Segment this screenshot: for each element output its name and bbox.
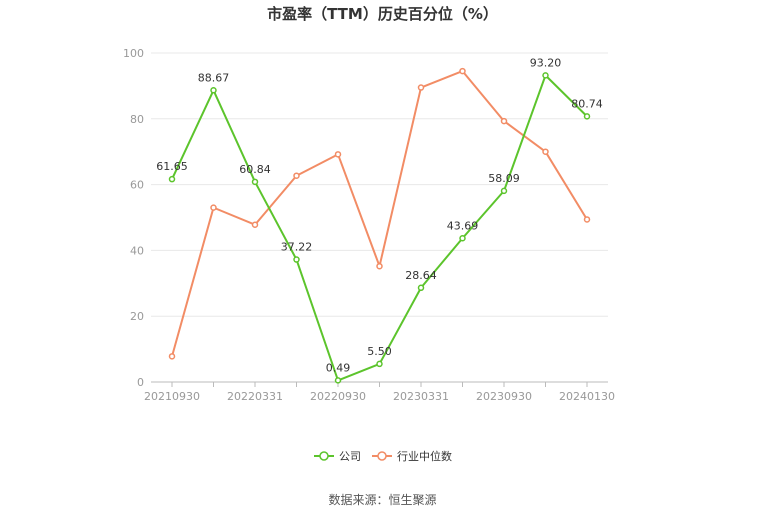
data-labels: 61.65 88.67 60.84 37.22 0.49 5.50 28.64 43.69 58… — [156, 56, 603, 374]
industry-data-point — [417, 84, 425, 91]
company-data-label: 5.50 — [367, 345, 392, 358]
company-series-line — [171, 74, 588, 382]
company-data-label: 37.22 — [281, 241, 313, 254]
x-tick-label: 20220930 — [310, 390, 366, 403]
industry-data-point — [168, 353, 176, 360]
industry-data-point — [293, 172, 300, 179]
legend-marker-icon — [319, 451, 329, 461]
series-layer — [168, 67, 591, 384]
company-data-label: 80.74 — [571, 97, 603, 110]
x-tick-label: 20220331 — [227, 390, 283, 403]
y-tick-label: 0 — [137, 376, 144, 389]
industry-data-point — [251, 221, 259, 228]
company-data-label: 60.84 — [239, 163, 271, 176]
company-data-point — [542, 72, 549, 79]
company-data-point — [168, 175, 176, 183]
company-data-point — [583, 113, 591, 120]
industry-data-point — [542, 148, 549, 155]
company-data-label: 28.64 — [405, 269, 437, 282]
y-tick-label: 60 — [130, 179, 144, 192]
company-data-label: 58.09 — [488, 172, 520, 185]
company-data-label: 93.20 — [530, 56, 562, 69]
source-note: 数据来源：恒生聚源 — [328, 493, 437, 507]
legend-label: 公司 — [339, 450, 361, 463]
legend-marker-icon — [377, 451, 387, 461]
y-tick-label: 20 — [130, 310, 144, 323]
legend-label: 行业中位数 — [397, 449, 452, 463]
x-tick-label: 20230331 — [393, 390, 449, 403]
chart-title: 市盈率（TTM）历史百分位（%） — [267, 5, 498, 23]
x-tick-label: 20210930 — [144, 390, 200, 403]
company-data-label: 88.67 — [198, 71, 230, 84]
company-data-point — [210, 87, 217, 94]
industry-data-point — [210, 204, 217, 211]
industry-data-point — [334, 151, 342, 158]
legend: 公司 行业中位数 — [314, 449, 452, 463]
company-data-point — [417, 284, 425, 292]
x-tick-label: 20240130 — [559, 390, 615, 403]
industry-data-point — [583, 216, 591, 223]
company-data-point — [334, 377, 342, 384]
y-tick-label: 100 — [123, 47, 144, 60]
company-data-point — [459, 235, 466, 242]
axes: 0 20 40 60 80 100 20210930 20220331 20220930 2023… — [123, 47, 615, 403]
industry-series-line — [171, 70, 588, 357]
legend-company: 公司 — [314, 450, 361, 463]
x-tick-label: 20230930 — [476, 390, 532, 403]
legend-industry: 行业中位数 — [372, 449, 452, 463]
industry-data-point — [376, 262, 383, 270]
grid-lines — [151, 52, 608, 317]
company-data-point — [293, 256, 300, 263]
company-data-point — [376, 360, 383, 368]
y-tick-label: 40 — [130, 244, 144, 257]
company-data-point — [500, 187, 508, 195]
y-tick-label: 80 — [130, 113, 144, 126]
company-data-point — [251, 178, 259, 186]
company-data-label: 43.69 — [447, 219, 479, 232]
industry-data-point — [500, 117, 508, 125]
company-data-label: 61.65 — [156, 160, 188, 173]
company-data-label: 0.49 — [326, 361, 351, 374]
industry-data-point — [459, 67, 466, 75]
